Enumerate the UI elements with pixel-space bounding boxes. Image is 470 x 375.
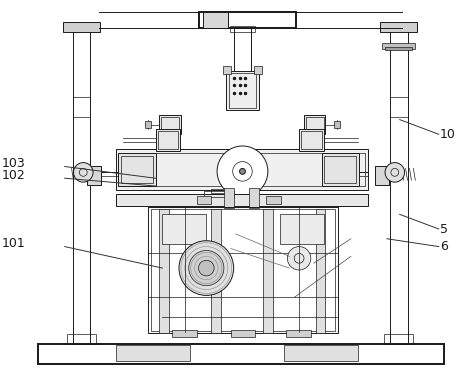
Circle shape <box>198 260 214 276</box>
Text: 5: 5 <box>440 222 448 236</box>
Circle shape <box>287 247 311 270</box>
Bar <box>224 188 234 207</box>
Bar <box>301 131 321 149</box>
Bar <box>229 73 256 108</box>
Bar <box>334 121 340 128</box>
Bar <box>211 189 227 193</box>
Bar <box>266 196 281 204</box>
Bar <box>390 29 407 344</box>
Bar <box>145 121 151 128</box>
Bar <box>226 71 259 110</box>
Bar <box>39 344 444 364</box>
Bar <box>118 153 156 186</box>
Bar <box>304 115 325 134</box>
Text: 6: 6 <box>440 240 447 253</box>
Circle shape <box>179 241 234 296</box>
Bar <box>117 194 368 206</box>
Bar <box>230 26 255 32</box>
Bar <box>306 117 323 132</box>
Bar <box>156 129 180 151</box>
Bar <box>299 129 323 151</box>
Bar <box>63 22 100 32</box>
Bar <box>321 153 359 186</box>
Bar <box>121 156 153 183</box>
Bar <box>204 12 228 28</box>
Bar <box>375 165 389 185</box>
Text: 101: 101 <box>2 237 26 250</box>
Bar <box>263 210 273 333</box>
Bar <box>286 330 311 338</box>
Bar <box>249 188 259 207</box>
Bar <box>385 47 412 50</box>
Bar <box>211 210 221 333</box>
Bar <box>280 214 323 244</box>
Bar <box>117 345 190 361</box>
Bar <box>234 28 251 75</box>
Bar <box>120 153 365 186</box>
Bar <box>172 330 196 338</box>
Bar <box>198 12 296 28</box>
Text: 102: 102 <box>2 169 26 182</box>
Bar <box>87 165 101 185</box>
Bar <box>324 156 356 183</box>
Circle shape <box>73 163 93 182</box>
Bar <box>148 207 338 333</box>
Bar <box>254 66 262 74</box>
Bar <box>67 334 96 344</box>
Bar <box>196 196 211 204</box>
Circle shape <box>217 146 268 197</box>
Bar <box>117 149 368 190</box>
Bar <box>284 345 358 361</box>
Circle shape <box>385 163 405 182</box>
Text: 103: 103 <box>2 157 26 170</box>
Bar <box>223 66 231 74</box>
Bar <box>151 210 335 331</box>
Circle shape <box>189 251 224 286</box>
Text: 10: 10 <box>440 128 455 141</box>
Bar <box>382 44 415 50</box>
Bar <box>204 191 234 197</box>
Bar <box>159 210 169 333</box>
Bar <box>72 29 90 344</box>
Bar <box>159 115 181 134</box>
Bar <box>231 330 255 338</box>
Bar <box>316 210 325 333</box>
Bar <box>380 22 417 32</box>
Bar <box>161 117 179 132</box>
Bar <box>157 131 178 149</box>
Bar <box>384 334 413 344</box>
Circle shape <box>240 168 245 174</box>
Bar <box>163 214 206 244</box>
